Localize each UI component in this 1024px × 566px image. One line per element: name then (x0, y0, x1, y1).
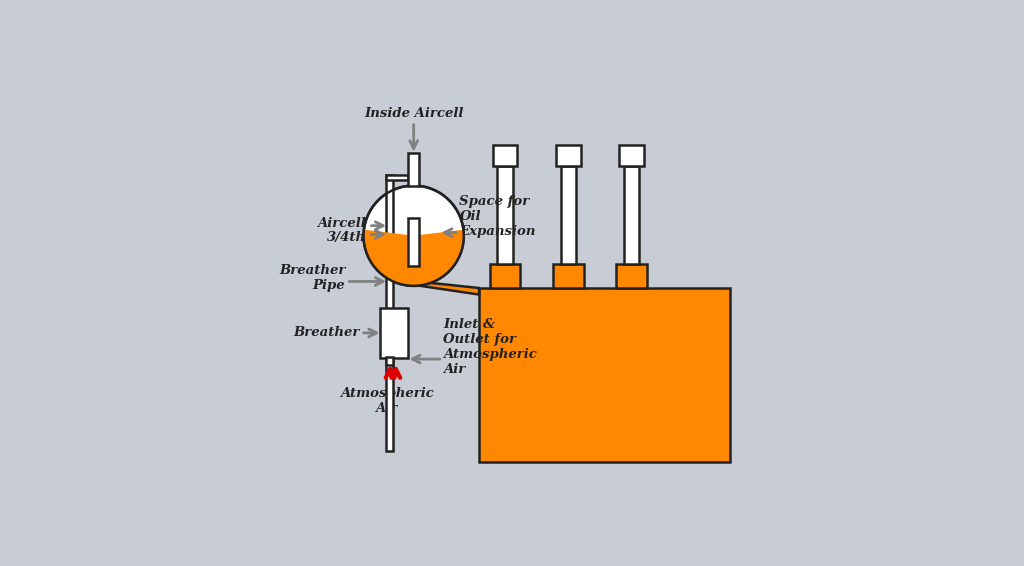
Text: Atmospheric
Air: Atmospheric Air (340, 387, 433, 415)
FancyBboxPatch shape (489, 264, 520, 288)
Text: Breather: Breather (293, 327, 359, 340)
FancyBboxPatch shape (556, 145, 581, 166)
Wedge shape (364, 230, 464, 286)
FancyBboxPatch shape (493, 145, 517, 166)
FancyBboxPatch shape (620, 145, 644, 166)
FancyBboxPatch shape (498, 166, 513, 264)
Text: Space for
Oil
Expansion: Space for Oil Expansion (460, 195, 536, 238)
FancyBboxPatch shape (553, 264, 584, 288)
Circle shape (364, 186, 464, 286)
Text: Breather
Pipe: Breather Pipe (279, 264, 345, 292)
FancyBboxPatch shape (616, 264, 647, 288)
FancyBboxPatch shape (386, 175, 409, 181)
FancyBboxPatch shape (409, 218, 419, 266)
Polygon shape (410, 281, 479, 294)
Wedge shape (364, 235, 464, 286)
FancyBboxPatch shape (386, 175, 393, 452)
FancyBboxPatch shape (409, 153, 419, 186)
Text: Aircell: Aircell (317, 217, 366, 230)
FancyBboxPatch shape (386, 357, 393, 365)
Text: Inlet &
Outlet for
Atmospheric
Air: Inlet & Outlet for Atmospheric Air (442, 318, 537, 376)
FancyBboxPatch shape (560, 166, 577, 264)
FancyBboxPatch shape (479, 288, 730, 462)
Text: 3/4th: 3/4th (327, 230, 366, 243)
Text: Inside Aircell: Inside Aircell (364, 107, 463, 120)
FancyBboxPatch shape (624, 166, 639, 264)
FancyBboxPatch shape (380, 308, 408, 358)
